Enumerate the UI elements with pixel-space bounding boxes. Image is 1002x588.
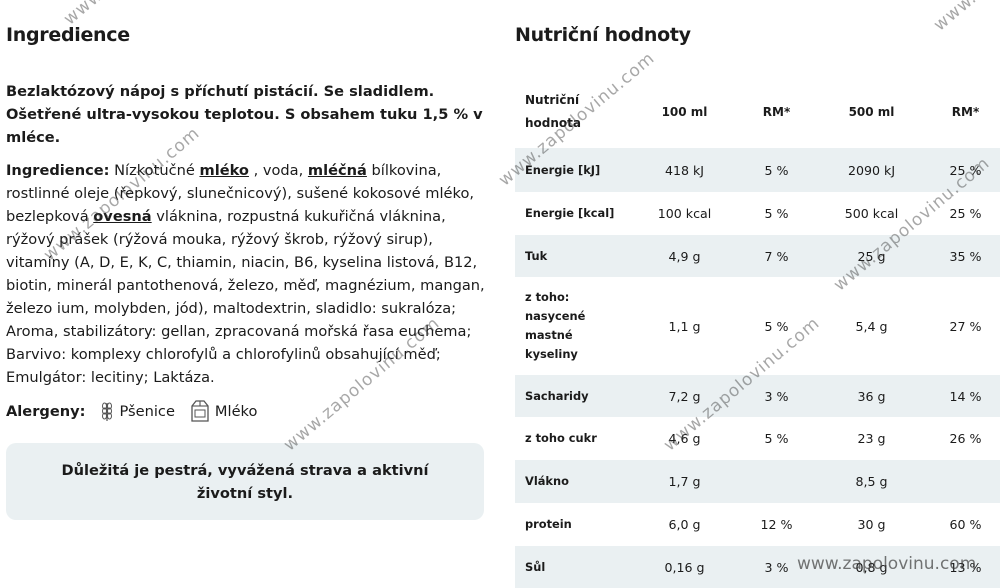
allergen-wheat: Pšenice — [99, 400, 175, 422]
milk-carton-icon — [191, 400, 209, 422]
allergens-label: Alergeny: — [6, 402, 86, 420]
nutrient-value-cell: 36 g — [812, 375, 931, 417]
nutrient-value-cell: 100 kcal — [657, 206, 712, 221]
ingredients-text: bílkovina, rostlinné oleje (řepkový, slu… — [6, 162, 475, 225]
nutrient-value-cell: 25 g — [812, 235, 931, 277]
allergen-milk-protein: mléčná — [307, 162, 367, 179]
allergens-row: Alergeny: Pšenice Mléko — [6, 399, 486, 423]
watermark-footer: www.zapolovinu.com — [797, 554, 977, 574]
nutrient-name-cell: Energie [kcal] — [525, 206, 615, 220]
nutrition-table: Nutriční hodnota 100 ml RM* 500 ml RM* E… — [515, 76, 1000, 588]
col-header-nutrient: Nutriční hodnota — [525, 93, 581, 130]
nutrient-value-cell: 60 % — [949, 517, 982, 532]
nutrient-value-cell: 14 % — [931, 375, 1000, 417]
nutrient-value-cell: 8,5 g — [812, 460, 931, 503]
ingredients-text: Nízkotučné — [109, 162, 200, 179]
col-header-100ml: 100 ml — [661, 105, 708, 119]
nutrient-name-cell: protein — [525, 517, 572, 531]
nutrient-value-cell: 5 % — [764, 318, 789, 334]
nutrient-value-cell: 1,1 g — [668, 318, 701, 334]
table-header-row: Nutriční hodnota 100 ml RM* 500 ml RM* — [515, 76, 1000, 148]
wheat-icon — [102, 402, 113, 421]
nutrient-value-cell: 500 kcal — [844, 206, 899, 221]
nutrient-value-cell: 23 g — [857, 431, 886, 446]
table-row: protein 6,0 g 12 % 30 g 60 % — [515, 503, 1000, 546]
nutrient-value-cell — [931, 460, 1000, 503]
table-row: z toho cukr 4,6 g 5 % 23 g 26 % — [515, 417, 1000, 460]
nutrient-value-cell: 5 % — [741, 148, 812, 192]
nutrient-value-cell: 0,8 g — [812, 546, 931, 588]
nutrition-panel: Nutriční hodnoty — [515, 24, 1000, 46]
allergen-milk-label: Mléko — [214, 402, 258, 420]
nutrient-value-cell: 35 % — [931, 235, 1000, 277]
nutrient-value-cell: 25 % — [931, 148, 1000, 192]
nutrient-value-cell: 4,6 g — [668, 431, 701, 446]
nutrient-value-cell: 27 % — [949, 318, 982, 334]
nutrient-value-cell: 5 % — [764, 206, 789, 221]
nutrient-value-cell: 3 % — [741, 375, 812, 417]
nutrient-value-cell: 5 % — [764, 431, 789, 446]
nutrient-value-cell: 13 % — [931, 546, 1000, 588]
ingredients-label: Ingredience: — [6, 162, 110, 179]
nutrient-name-cell: Tuk — [515, 235, 628, 277]
nutrient-value-cell: 2090 kJ — [812, 148, 931, 192]
allergen-milk-item: Mléko — [189, 399, 257, 423]
table-row: Vláknо 1,7 g 8,5 g — [515, 460, 1000, 503]
ingredients-text: , voda, — [248, 162, 308, 179]
ingredients-list: Ingredience: Nízkotučné mléko , voda, ml… — [6, 159, 486, 389]
allergen-milk: mléko — [199, 162, 249, 179]
ingredients-text: vláknina, rozpustná kukuřičná vláknina, … — [6, 208, 485, 386]
allergen-wheat-label: Pšenice — [119, 402, 175, 420]
ingredients-title: Ingredience — [6, 24, 130, 46]
allergen-oat: ovesná — [93, 208, 152, 225]
nutrition-title: Nutriční hodnoty — [515, 24, 691, 46]
nutrient-name-cell: z toho: nasycené mastné kyseliny — [525, 290, 586, 361]
col-header-rm-100: RM* — [762, 105, 791, 119]
nutrient-value-cell: 5,4 g — [855, 318, 888, 334]
product-description: Bezlaktózový nápoj s příchutí pistácií. … — [6, 80, 486, 149]
nutrient-value-cell: 7 % — [741, 235, 812, 277]
nutrient-name-cell: Energie [kJ] — [515, 148, 628, 192]
nutrient-value-cell: 26 % — [949, 431, 982, 446]
col-header-500ml: 500 ml — [848, 105, 895, 119]
nutrient-name-cell: Sůl — [515, 546, 628, 588]
product-description-line2: Ošetřené ultra-vysokou teplotou. S obsah… — [6, 106, 483, 146]
nutrient-name-cell: z toho cukr — [525, 431, 597, 445]
healthy-lifestyle-note: Důležitá je pestrá, vyvážená strava a ak… — [6, 443, 484, 520]
ingredients-panel: Ingredience Bezlaktózový nápoj s příchut… — [6, 24, 486, 423]
nutrient-value-cell: 6,0 g — [668, 517, 701, 532]
nutrient-value-cell: 418 kJ — [628, 148, 741, 192]
table-row: z toho: nasycené mastné kyseliny 1,1 g 5 %… — [515, 277, 1000, 375]
nutrient-value-cell: 30 g — [857, 517, 886, 532]
nutrient-value-cell: 25 % — [949, 206, 982, 221]
nutrient-value-cell: 1,7 g — [628, 460, 741, 503]
nutrient-name-cell: Sacharidy — [515, 375, 628, 417]
product-description-line1: Bezlaktózový nápoj s příchutí pistácií. … — [6, 83, 435, 100]
nutrient-value-cell: 4,9 g — [628, 235, 741, 277]
col-header-rm-500: RM* — [951, 105, 980, 119]
table-row: Energie [kJ] 418 kJ 5 % 2090 kJ 25 % — [515, 148, 1000, 192]
nutrient-value-cell: 12 % — [760, 517, 793, 532]
table-row: Energie [kcal] 100 kcal 5 % 500 kcal 25 % — [515, 192, 1000, 235]
nutrient-value-cell: 0,16 g — [628, 546, 741, 588]
nutrient-value-cell: 7,2 g — [628, 375, 741, 417]
nutrient-value-cell: 3 % — [741, 546, 812, 588]
nutrient-value-cell — [741, 460, 812, 503]
nutrient-name-cell: Vláknо — [515, 460, 628, 503]
